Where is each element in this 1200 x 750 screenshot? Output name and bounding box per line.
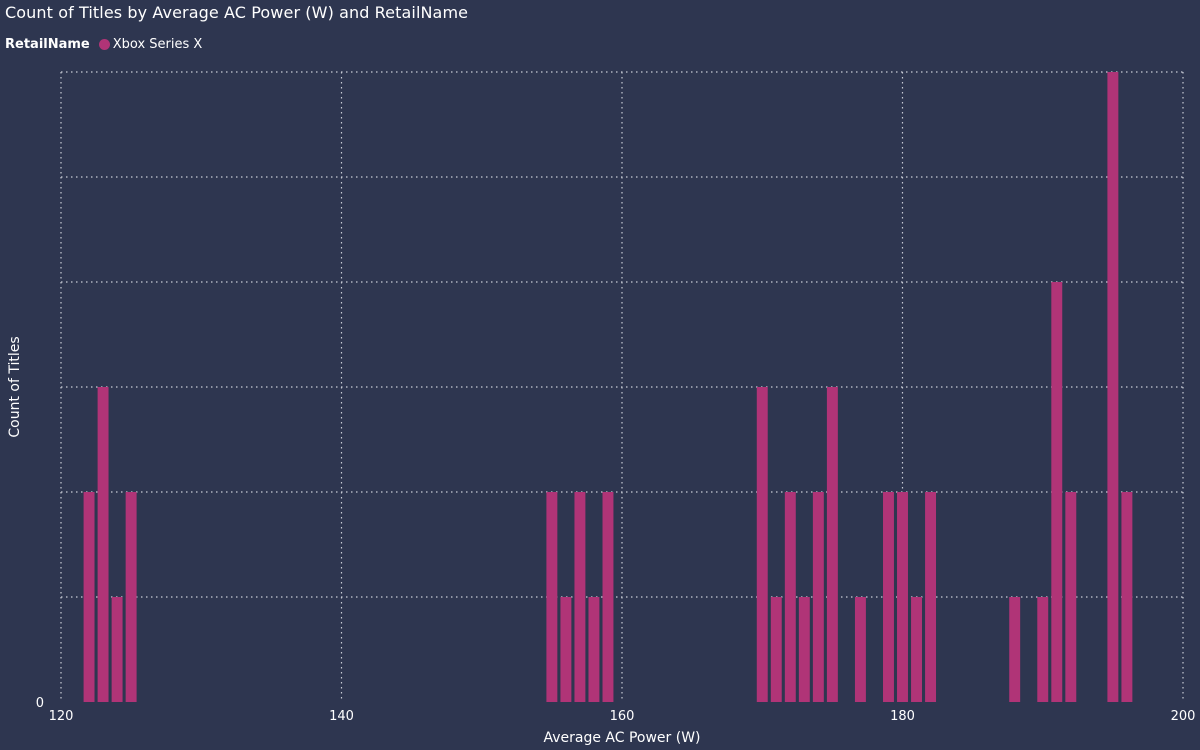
bar[interactable]	[784, 492, 796, 702]
legend-series-label: Xbox Series X	[112, 37, 203, 52]
bar[interactable]	[546, 492, 558, 702]
bar[interactable]	[574, 492, 586, 702]
y-axis-label: Count of Titles	[7, 336, 23, 437]
legend-marker-icon	[98, 39, 110, 50]
y-tick-label: 0	[36, 696, 44, 711]
bar[interactable]	[1065, 492, 1077, 702]
x-tick-label: 140	[329, 709, 354, 724]
x-tick-label: 120	[49, 709, 74, 724]
legend-item-series[interactable]: Xbox Series X	[98, 37, 203, 52]
bar[interactable]	[83, 492, 95, 702]
bar[interactable]	[588, 597, 600, 702]
bar[interactable]	[925, 492, 937, 702]
legend-title: RetailName	[5, 37, 90, 52]
bar[interactable]	[770, 597, 782, 702]
bar[interactable]	[812, 492, 824, 702]
x-axis-label: Average AC Power (W)	[543, 730, 700, 746]
bar[interactable]	[826, 387, 838, 702]
bar[interactable]	[1107, 72, 1119, 702]
bar[interactable]	[560, 597, 572, 702]
legend: RetailName Xbox Series X	[5, 37, 202, 52]
bar[interactable]	[883, 492, 894, 702]
bar[interactable]	[602, 492, 614, 702]
bar[interactable]	[111, 597, 123, 702]
bar[interactable]	[1037, 597, 1049, 702]
x-tick-label: 180	[890, 709, 915, 724]
bar[interactable]	[756, 387, 768, 702]
x-tick-label: 160	[610, 709, 635, 724]
bar[interactable]	[1051, 282, 1063, 702]
bar[interactable]	[798, 597, 810, 702]
x-tick-label: 200	[1171, 709, 1196, 724]
bar[interactable]	[1121, 492, 1133, 702]
bar[interactable]	[897, 492, 908, 702]
bar[interactable]	[97, 387, 109, 702]
bar[interactable]	[1009, 597, 1021, 702]
bar[interactable]	[911, 597, 922, 702]
chart-title: Count of Titles by Average AC Power (W) …	[5, 3, 469, 22]
bar[interactable]	[125, 492, 137, 702]
bar[interactable]	[854, 597, 866, 702]
